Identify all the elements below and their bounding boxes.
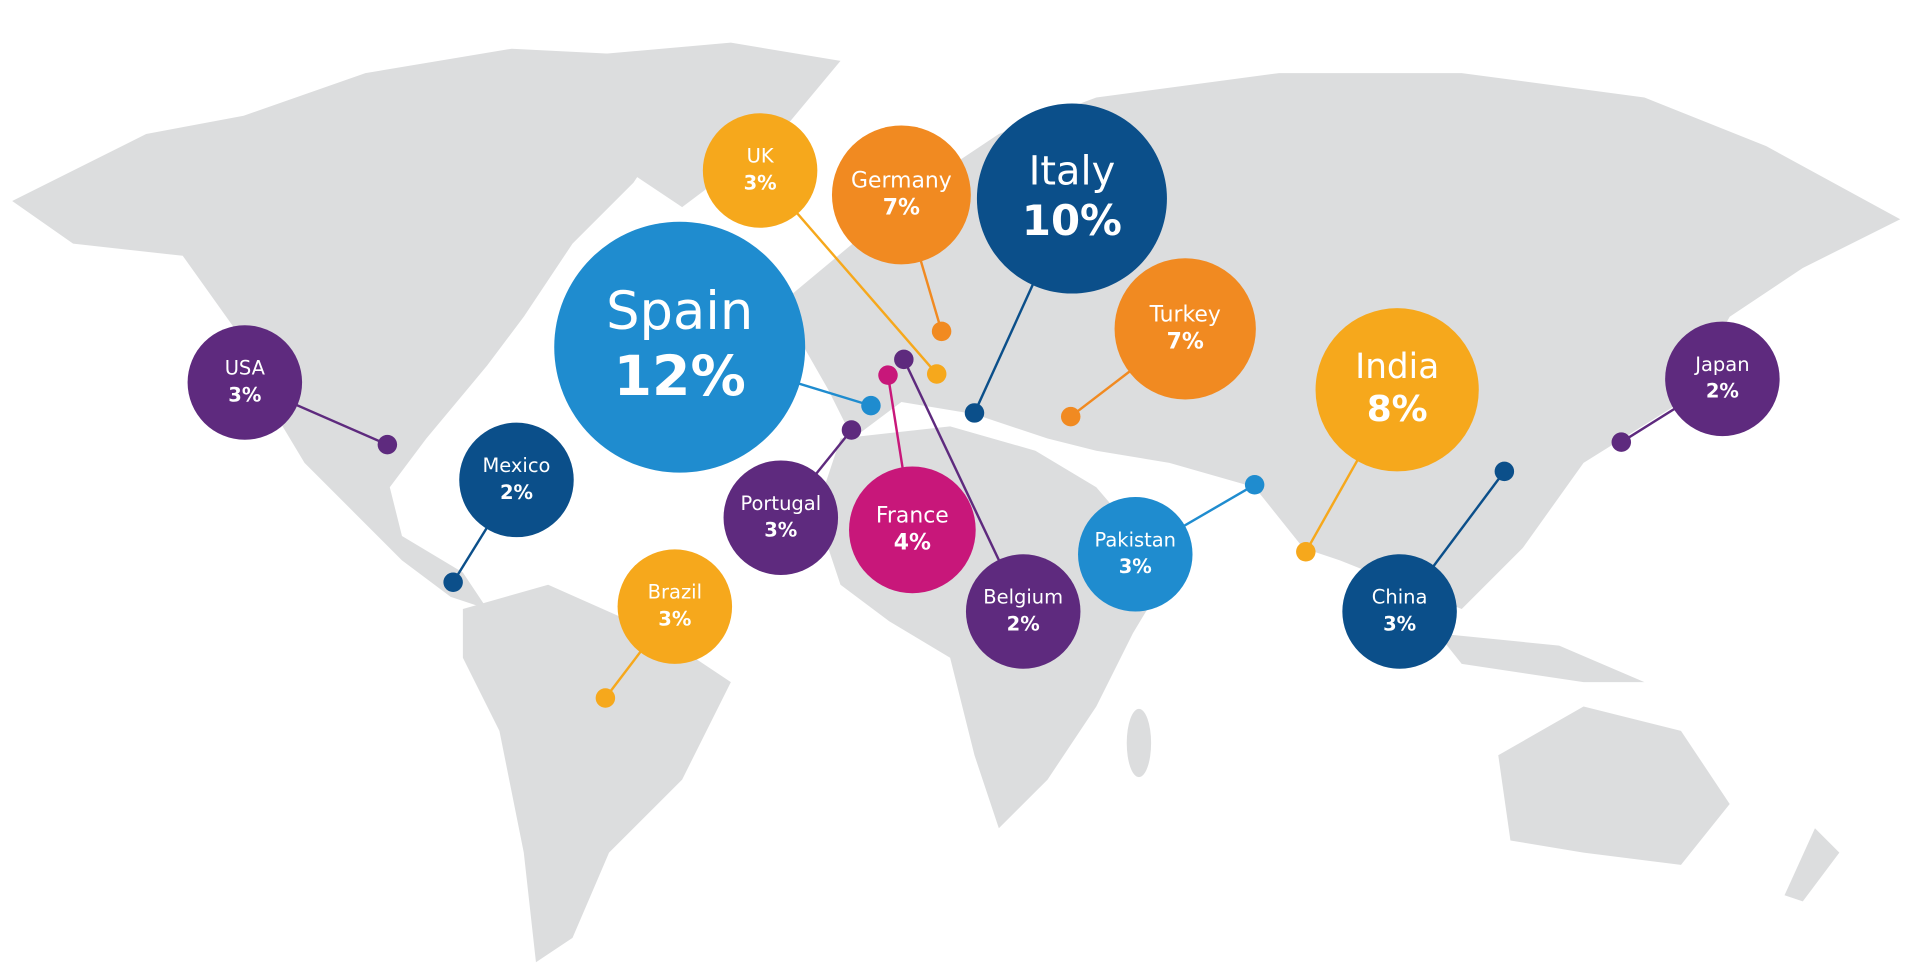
country-share: 7% bbox=[1167, 329, 1204, 354]
pin bbox=[931, 321, 952, 342]
bubble bbox=[459, 422, 574, 538]
country-share: 10% bbox=[1022, 196, 1122, 245]
country-bubble: USA 3% bbox=[187, 325, 398, 455]
country-share: 3% bbox=[744, 171, 777, 194]
country-bubble: UK 3% bbox=[702, 113, 947, 384]
madagascar bbox=[1126, 708, 1152, 778]
country-share: 7% bbox=[883, 195, 920, 220]
country-bubble: Belgium 2% bbox=[894, 349, 1081, 669]
pin bbox=[1611, 432, 1632, 452]
bubble bbox=[965, 554, 1081, 669]
new-zealand bbox=[1784, 828, 1840, 902]
greenland bbox=[523, 42, 841, 208]
country-name: Mexico bbox=[482, 454, 550, 477]
pin bbox=[1060, 406, 1081, 427]
bubble bbox=[1665, 321, 1780, 437]
pin bbox=[1244, 475, 1265, 495]
country-share: 4% bbox=[894, 530, 931, 555]
bubble bbox=[723, 460, 839, 575]
country-share: 2% bbox=[1007, 612, 1040, 635]
bubble bbox=[1342, 554, 1457, 669]
country-name: Belgium bbox=[983, 586, 1063, 609]
pin bbox=[926, 364, 947, 384]
bubble bbox=[1078, 496, 1193, 612]
country-bubble: Japan 2% bbox=[1611, 321, 1780, 452]
bubble bbox=[976, 103, 1167, 294]
pin bbox=[894, 349, 914, 370]
map-layer: UK3% Germany7%Italy10%Spain12%Turkey7%Ind… bbox=[12, 42, 1901, 963]
country-share: 12% bbox=[614, 345, 746, 409]
country-share: 3% bbox=[1119, 555, 1152, 578]
country-name: France bbox=[876, 503, 949, 528]
country-name: Brazil bbox=[648, 581, 702, 604]
bubble bbox=[617, 549, 733, 664]
south-america bbox=[462, 584, 731, 963]
pin bbox=[595, 688, 616, 708]
country-name: India bbox=[1355, 347, 1439, 387]
country-share: 3% bbox=[228, 383, 261, 406]
country-name: Germany bbox=[851, 168, 952, 193]
pin bbox=[1296, 542, 1316, 562]
bubble bbox=[1114, 258, 1256, 400]
country-bubble: Brazil 3% bbox=[595, 549, 733, 708]
country-name: Italy bbox=[1029, 148, 1116, 194]
pin bbox=[841, 420, 862, 440]
bubble bbox=[1315, 308, 1479, 472]
bubble bbox=[849, 466, 976, 594]
country-name: USA bbox=[225, 357, 266, 380]
japan-island bbox=[1620, 328, 1681, 427]
country-share: 3% bbox=[764, 519, 797, 542]
country-bubble: Portugal 3% bbox=[723, 420, 862, 575]
country-name: Turkey bbox=[1149, 302, 1221, 327]
pin bbox=[1494, 461, 1515, 482]
country-share: 2% bbox=[500, 481, 533, 504]
country-bubble: China 3% bbox=[1342, 461, 1515, 669]
country-name: Portugal bbox=[740, 492, 821, 515]
bubble bbox=[187, 325, 303, 440]
country-name: Spain bbox=[606, 281, 753, 342]
country-share: 3% bbox=[658, 608, 691, 631]
pin bbox=[443, 572, 463, 592]
bubble bbox=[702, 113, 818, 228]
country-share: 2% bbox=[1706, 380, 1739, 403]
country-name: Pakistan bbox=[1095, 528, 1177, 551]
country-bubble: Pakistan 3% bbox=[1078, 475, 1265, 612]
pin bbox=[964, 403, 985, 423]
country-share: 3% bbox=[1383, 612, 1416, 635]
north-america bbox=[12, 48, 683, 610]
pin bbox=[861, 395, 881, 416]
country-name: China bbox=[1372, 586, 1428, 609]
country-bubble: Mexico 2% bbox=[443, 422, 574, 592]
bubbles: UK3% Germany7%Italy10%Spain12%Turkey7%Ind… bbox=[187, 103, 1780, 708]
pin bbox=[377, 434, 398, 455]
pin bbox=[878, 365, 898, 385]
country-name: UK bbox=[747, 145, 775, 168]
bubble bbox=[554, 221, 806, 473]
country-name: Japan bbox=[1694, 353, 1749, 376]
australia bbox=[1498, 706, 1730, 865]
indonesia bbox=[1437, 633, 1645, 683]
bubble bbox=[831, 125, 971, 265]
country-share: 8% bbox=[1367, 389, 1428, 430]
